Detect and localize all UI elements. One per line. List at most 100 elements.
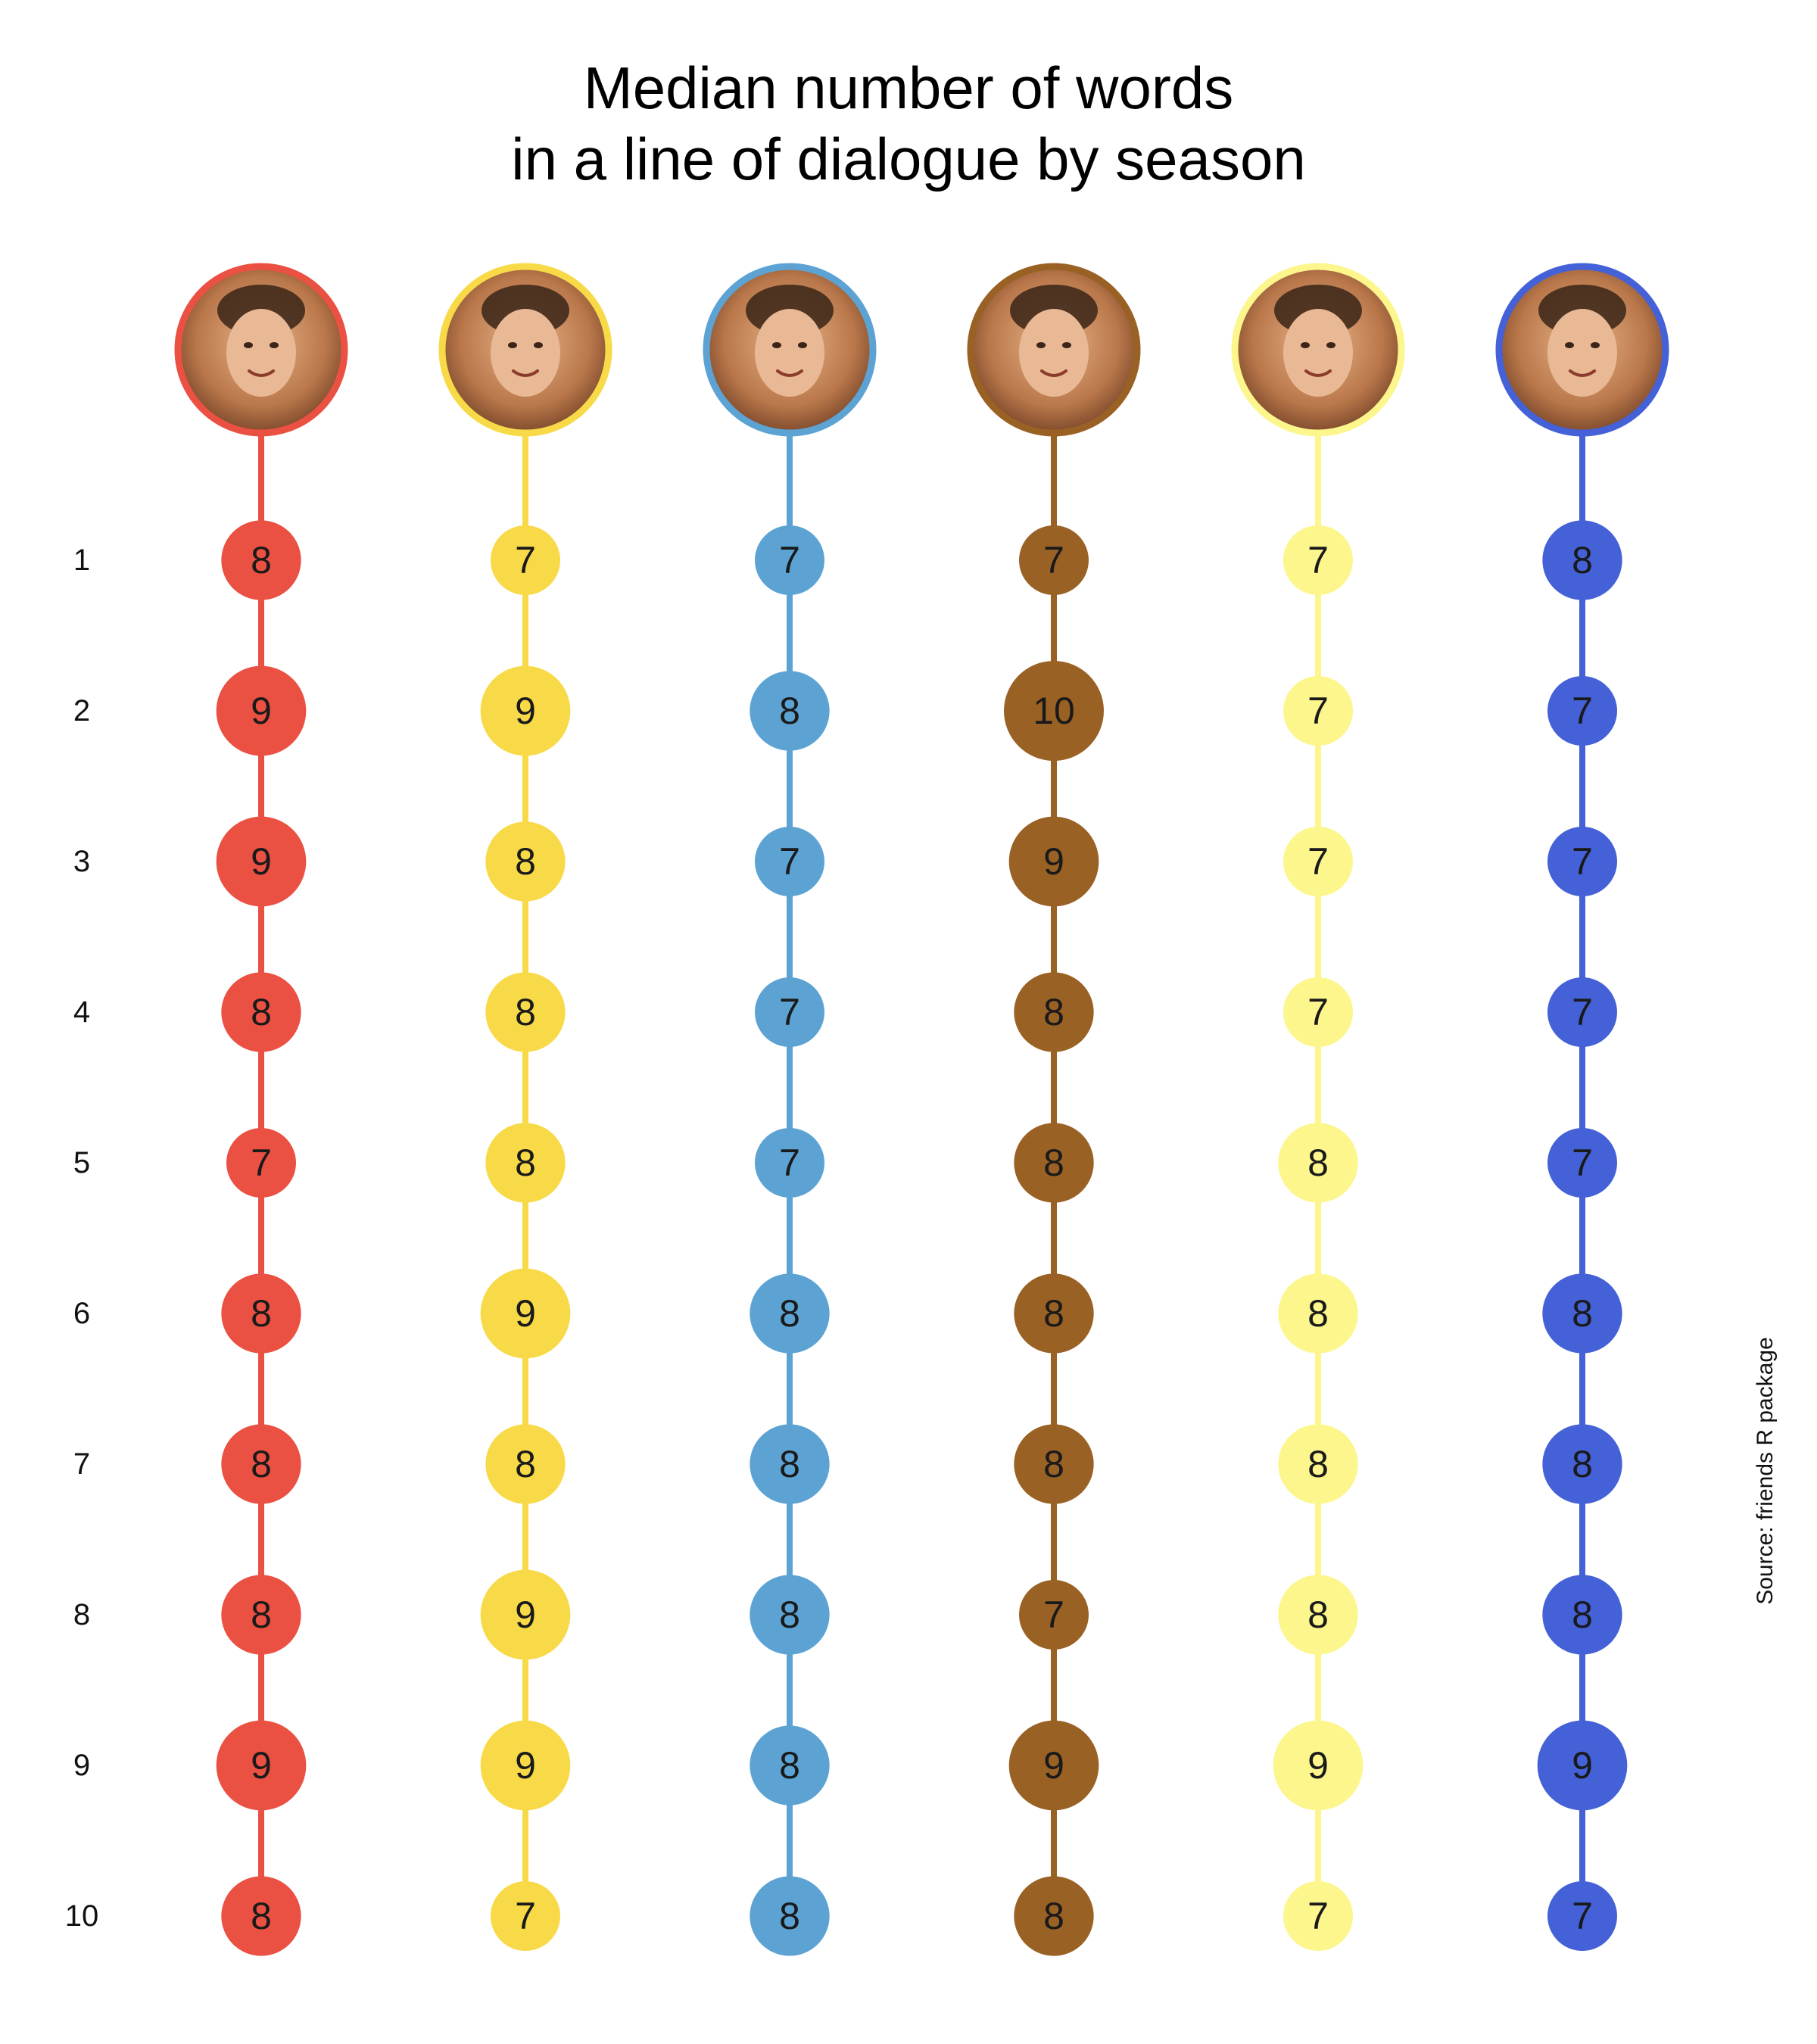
point-value-label: 8 (515, 1443, 536, 1485)
point-value-label: 7 (1307, 690, 1329, 732)
point-s1-season-5: 7 (226, 1128, 296, 1198)
point-circle (1278, 1575, 1358, 1655)
portrait-red-eye-right (270, 342, 279, 348)
point-circle (221, 972, 301, 1052)
point-s1-season-10: 8 (221, 1876, 301, 1956)
point-value-label: 7 (779, 1142, 800, 1184)
point-circle (1008, 1720, 1099, 1811)
point-circle (755, 977, 824, 1047)
chart-title-line-1: Median number of words (584, 55, 1233, 121)
portrait-yellow-mouth (512, 369, 539, 377)
point-s2-season-10: 7 (491, 1881, 560, 1951)
point-value-label: 8 (251, 1895, 272, 1937)
portrait-pale-yellow-eye-right (1326, 342, 1335, 348)
point-s4-season-2: 10 (1004, 661, 1104, 761)
portrait-blue-eye-left (1565, 342, 1574, 348)
point-circle (216, 665, 307, 756)
point-circle (1547, 676, 1617, 746)
point-value-label: 9 (515, 1292, 536, 1335)
source-note-text: Source: friends R package (1753, 1337, 1778, 1605)
point-value-label: 8 (1307, 1594, 1329, 1636)
point-circle (1547, 827, 1617, 896)
series-lines (258, 433, 1585, 1916)
point-s3-season-5: 7 (755, 1128, 824, 1198)
point-circle (1273, 1720, 1364, 1811)
point-value-label: 7 (1307, 1895, 1329, 1937)
point-value-label: 8 (779, 1292, 800, 1335)
portrait-brown (967, 263, 1141, 437)
point-s1-season-1: 8 (221, 520, 301, 600)
point-circle (755, 1128, 824, 1198)
point-circle (491, 1881, 560, 1951)
point-value-label: 8 (1307, 1142, 1329, 1184)
point-circle (1283, 676, 1353, 746)
chart-title-line-2: in a line of dialogue by season (511, 126, 1305, 192)
season-label-4: 4 (73, 996, 90, 1029)
point-s2-season-1: 7 (491, 525, 560, 595)
point-circle (755, 525, 824, 595)
point-circle (216, 816, 307, 907)
point-value-label: 8 (1572, 1443, 1593, 1485)
point-s5-season-5: 8 (1278, 1123, 1358, 1203)
point-s2-season-4: 8 (485, 972, 566, 1052)
point-circle (221, 1273, 301, 1354)
point-s5-season-4: 7 (1283, 977, 1353, 1047)
portrait-blue-mouth (1569, 369, 1596, 377)
point-value-label: 8 (515, 840, 536, 883)
portrait-red-eye-left (244, 342, 253, 348)
point-value-label: 7 (515, 1895, 536, 1937)
point-s3-season-8: 8 (750, 1575, 830, 1655)
point-circle (1019, 1580, 1089, 1650)
point-circle (1278, 1123, 1358, 1203)
point-circle (1278, 1273, 1358, 1354)
point-value-label: 7 (1572, 1895, 1593, 1937)
point-value-label: 8 (1043, 1895, 1064, 1937)
point-s5-season-7: 8 (1278, 1424, 1358, 1504)
portrait-yellow-eye-left (508, 342, 517, 348)
point-circle (216, 1720, 307, 1811)
point-s1-season-4: 8 (221, 972, 301, 1052)
point-value-label: 7 (515, 539, 536, 581)
point-s2-season-2: 9 (480, 665, 571, 756)
point-value-label: 8 (779, 690, 800, 732)
point-s4-season-1: 7 (1019, 525, 1089, 595)
point-s1-season-8: 8 (221, 1575, 301, 1655)
point-circle (485, 821, 566, 902)
point-value-label: 8 (779, 1895, 800, 1937)
season-label-3: 3 (73, 845, 90, 878)
point-value-label: 9 (251, 690, 272, 732)
point-value-label: 7 (779, 991, 800, 1033)
point-value-label: 9 (515, 1594, 536, 1636)
point-circle (1014, 1123, 1094, 1203)
portrait-blue (1495, 263, 1669, 437)
point-s1-season-7: 8 (221, 1424, 301, 1504)
point-circle (1283, 525, 1353, 595)
point-s1-season-3: 9 (216, 816, 307, 907)
point-s2-season-7: 8 (485, 1424, 566, 1504)
point-circle (750, 671, 830, 751)
point-value-label: 7 (1307, 539, 1329, 581)
point-value-label: 9 (251, 840, 272, 883)
portrait-light-blue-face (755, 309, 824, 397)
point-s6-season-3: 7 (1547, 827, 1617, 896)
portrait-light-blue-eye-left (772, 342, 781, 348)
point-s5-season-9: 9 (1273, 1720, 1364, 1811)
point-value-label: 9 (251, 1744, 272, 1787)
point-value-label: 8 (251, 1443, 272, 1485)
portrait-pale-yellow-eye-left (1301, 342, 1310, 348)
point-s4-season-7: 8 (1014, 1424, 1094, 1504)
season-label-7: 7 (73, 1447, 90, 1481)
season-label-8: 8 (73, 1598, 90, 1631)
point-s4-season-9: 9 (1008, 1720, 1099, 1811)
portrait-light-blue-eye-right (798, 342, 807, 348)
portrait-blue-face (1547, 309, 1617, 397)
point-s2-season-5: 8 (485, 1123, 566, 1203)
portrait-pale-yellow (1231, 263, 1405, 437)
season-label-10: 10 (65, 1899, 99, 1933)
point-s6-season-7: 8 (1542, 1424, 1622, 1504)
point-circle (480, 1569, 571, 1660)
point-value-label: 8 (251, 991, 272, 1033)
point-s3-season-9: 8 (750, 1725, 830, 1806)
point-value-label: 7 (1572, 1142, 1593, 1184)
